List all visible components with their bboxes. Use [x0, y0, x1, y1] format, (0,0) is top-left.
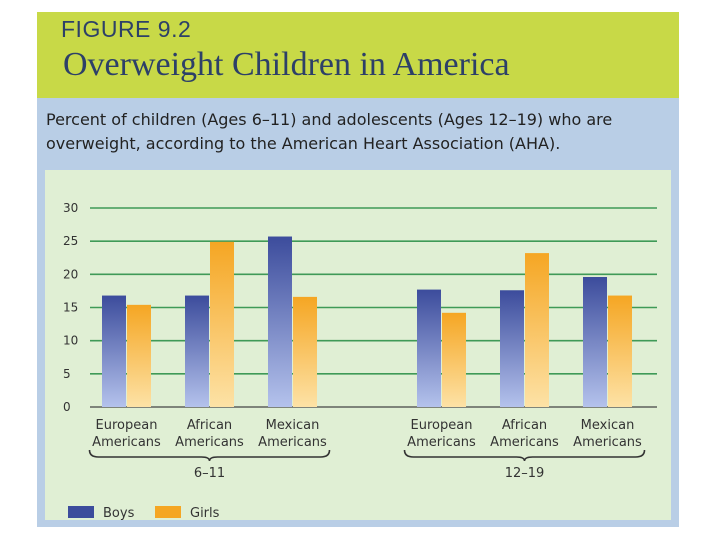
- legend-swatch-boys: [68, 506, 94, 518]
- category-label: Americans: [407, 435, 476, 450]
- category-label: European: [411, 418, 473, 433]
- group-brace: [403, 449, 646, 462]
- category-label: European: [96, 418, 158, 433]
- figure-description: Percent of children (Ages 6–11) and adol…: [46, 110, 613, 153]
- bar-boys: [583, 276, 607, 407]
- bar-boys: [500, 290, 524, 407]
- group-label: 6–11: [194, 466, 225, 481]
- bar-girls: [293, 296, 317, 407]
- y-tick-label: 30: [63, 201, 78, 215]
- bar-girls: [127, 304, 151, 407]
- group-brace: [88, 449, 331, 462]
- bar-girls: [608, 295, 632, 407]
- figure-header: FIGURE 9.2 Overweight Children in Americ…: [37, 12, 679, 98]
- y-tick-label: 5: [63, 367, 71, 381]
- chart-panel: 0 5 10 15 20 25 30 European Americans African Amer…: [45, 170, 671, 520]
- bar-boys: [268, 236, 292, 407]
- group-label: 12–19: [505, 466, 545, 481]
- y-tick-label: 25: [63, 234, 78, 248]
- y-tick-label: 20: [63, 267, 78, 281]
- legend-label-boys: Boys: [103, 506, 135, 520]
- category-label: African: [502, 418, 547, 433]
- bar-girls: [210, 241, 234, 407]
- category-label: Mexican: [581, 418, 635, 433]
- bar-boys: [102, 295, 126, 407]
- bar-chart: 0 5 10 15 20 25 30 European Americans African Amer…: [63, 201, 657, 520]
- category-label: Americans: [175, 435, 244, 450]
- bar-girls: [442, 312, 466, 407]
- bar-girls: [525, 253, 549, 407]
- bar-boys: [185, 295, 209, 407]
- legend-swatch-girls: [155, 506, 181, 518]
- figure-frame: FIGURE 9.2 Overweight Children in Americ…: [37, 12, 679, 527]
- y-tick-label: 0: [63, 400, 71, 414]
- figure-title: Overweight Children in America: [63, 46, 510, 83]
- category-label: Americans: [258, 435, 327, 450]
- y-tick-label: 10: [63, 334, 78, 348]
- y-tick-label: 15: [63, 301, 78, 315]
- category-label: Americans: [490, 435, 559, 450]
- category-label: Americans: [573, 435, 642, 450]
- legend-label-girls: Girls: [190, 506, 220, 520]
- category-label: African: [187, 418, 232, 433]
- category-label: Americans: [92, 435, 161, 450]
- bar-boys: [417, 289, 441, 407]
- figure-label: FIGURE 9.2: [61, 16, 192, 42]
- category-label: Mexican: [266, 418, 320, 433]
